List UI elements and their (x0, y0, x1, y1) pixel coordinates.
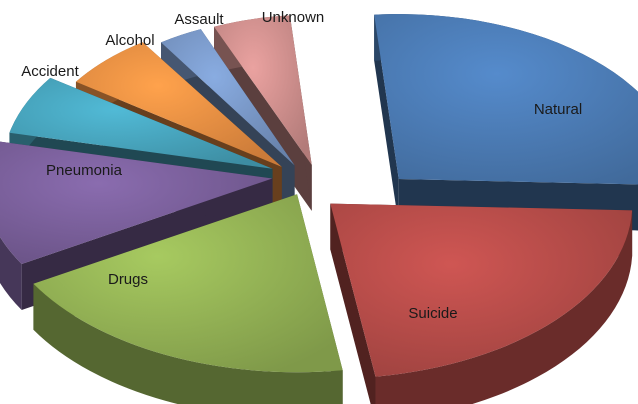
pie-slice-top (374, 14, 638, 185)
pie-label-drugs: Drugs (108, 271, 148, 288)
pie-label-natural: Natural (534, 101, 582, 118)
pie-label-suicide: Suicide (408, 305, 457, 322)
pie-slice-edge (375, 210, 633, 404)
pie-label-pneumonia: Pneumonia (46, 162, 123, 179)
pie-slice-drugs (33, 194, 343, 404)
pie-label-unknown: Unknown (262, 9, 325, 26)
pie-slice-top (33, 194, 343, 373)
pie-slice-suicide (330, 203, 633, 404)
pie-label-assault: Assault (174, 11, 224, 28)
pie-slice-top (161, 29, 295, 166)
pie-slice-wall (330, 203, 376, 404)
pie-slice-top (9, 77, 273, 169)
pie-label-alcohol: Alcohol (105, 32, 154, 49)
pie-slice-edge (0, 236, 22, 311)
pie-label-accident: Accident (21, 63, 79, 80)
pie-slice-top (75, 42, 282, 167)
pie-slice-top (0, 141, 273, 265)
pie-slice-edge (33, 283, 343, 404)
pie-slice-top (330, 203, 633, 377)
pie-slice-top (214, 15, 312, 165)
pie-slice-natural (374, 14, 638, 231)
pie-slice-wall (374, 14, 399, 226)
